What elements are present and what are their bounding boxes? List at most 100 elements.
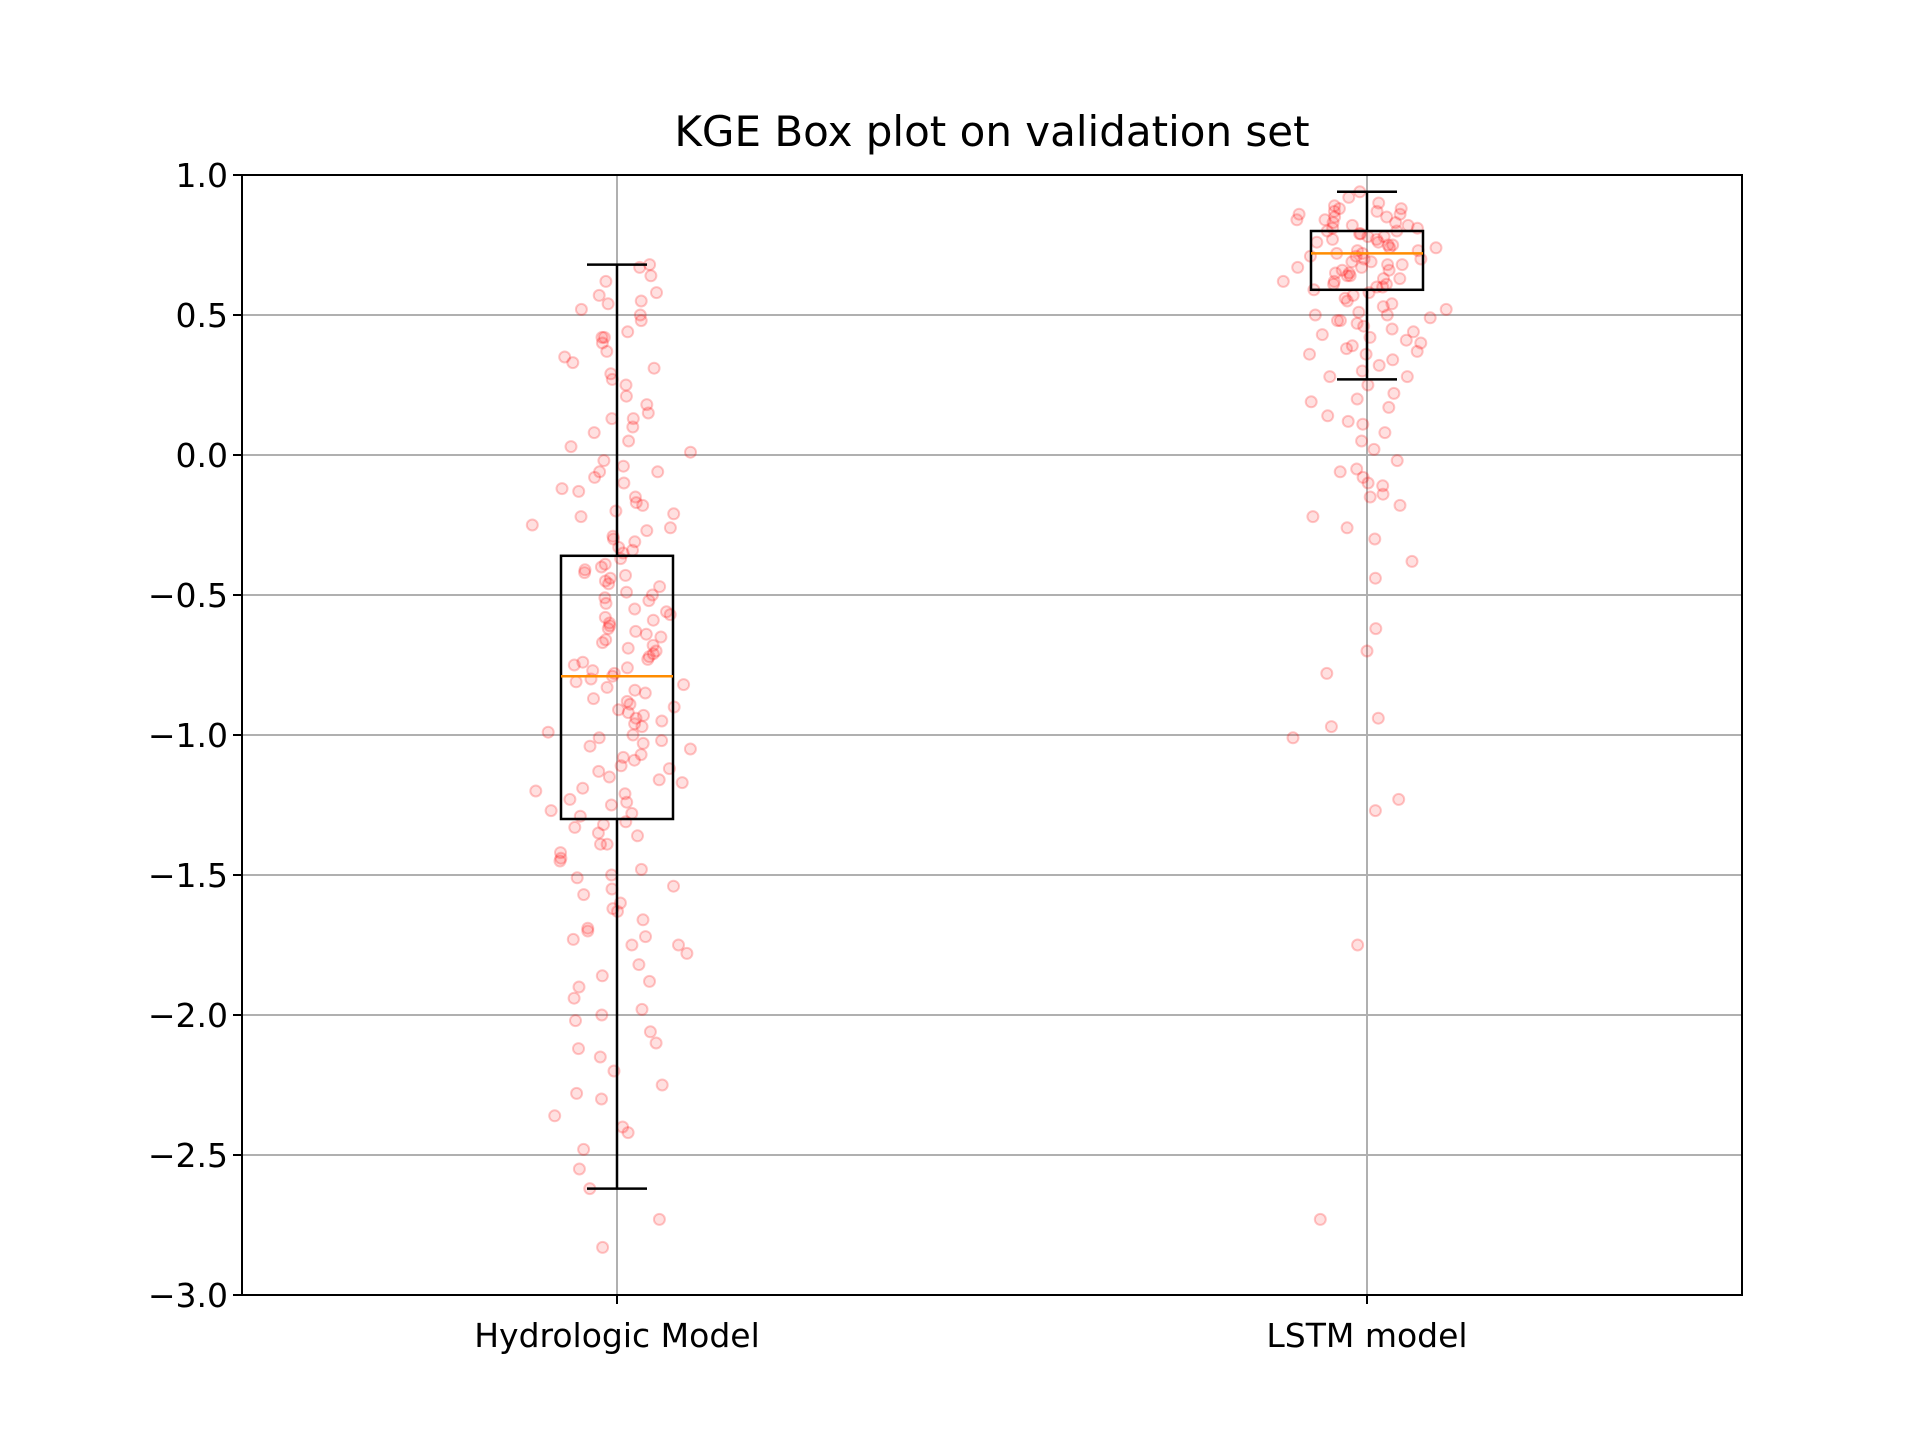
data-point (1363, 490, 1377, 504)
data-point (1367, 442, 1381, 456)
data-point (1370, 232, 1384, 246)
data-point (621, 325, 635, 339)
data-point (640, 398, 654, 412)
data-point (1340, 521, 1354, 535)
data-point (1342, 266, 1356, 280)
data-point (595, 336, 609, 350)
data-point (628, 490, 642, 504)
data-point (577, 1142, 591, 1156)
data-point (1341, 414, 1355, 428)
data-point (629, 624, 643, 638)
data-point (649, 644, 663, 658)
data-point (581, 924, 595, 938)
data-point (633, 308, 647, 322)
data-point (1327, 274, 1341, 288)
data-point (651, 465, 665, 479)
data-point (635, 1002, 649, 1016)
data-point (568, 820, 582, 834)
data-point (1406, 325, 1420, 339)
data-point (593, 1050, 607, 1064)
data-point (1395, 258, 1409, 272)
data-point (1343, 269, 1357, 283)
data-point (1376, 487, 1390, 501)
data-point (598, 574, 612, 588)
data-point (567, 658, 581, 672)
data-point (578, 563, 592, 577)
data-point (1381, 258, 1395, 272)
data-point (620, 661, 634, 675)
data-point (1335, 263, 1349, 277)
data-point (1356, 470, 1370, 484)
data-point (598, 591, 612, 605)
data-point (1380, 210, 1394, 224)
data-point (614, 759, 628, 773)
data-point (1368, 804, 1382, 818)
data-point (643, 974, 656, 988)
data-point (576, 781, 590, 795)
data-point (654, 630, 668, 644)
data-point (1290, 213, 1304, 227)
data-point (600, 680, 614, 694)
data-point (599, 596, 613, 610)
data-point (1326, 232, 1339, 246)
data-point (620, 694, 634, 708)
data-point (596, 1240, 610, 1254)
data-point (564, 440, 578, 454)
data-point (677, 678, 691, 692)
data-point (587, 426, 601, 440)
data-point (620, 585, 633, 599)
data-point (563, 792, 577, 806)
data-point (684, 445, 697, 459)
data-point (555, 482, 569, 496)
axes: 1.0 0.5 0.0 −0.5 −1.0 −1.5 −2.0 −2.5 −3.0 Hydrolo… (148, 156, 1468, 1355)
data-point (1371, 711, 1385, 725)
data-point (595, 1008, 609, 1022)
data-point (616, 750, 630, 764)
data-point (652, 1212, 666, 1226)
data-point (602, 770, 616, 784)
data-point (1385, 322, 1399, 336)
data-point (1308, 308, 1322, 322)
data-point (1370, 204, 1384, 218)
data-point (1368, 571, 1382, 585)
data-point (1389, 216, 1403, 230)
y-tick-label: −2.5 (148, 1136, 228, 1175)
data-point (588, 470, 602, 484)
data-point (1345, 339, 1359, 353)
data-point (600, 344, 614, 358)
data-point (1414, 336, 1428, 350)
data-point (1405, 554, 1419, 568)
data-point (634, 862, 648, 876)
data-point (1380, 308, 1394, 322)
gridlines (242, 175, 1742, 1295)
data-point (628, 535, 642, 549)
data-point (629, 711, 643, 725)
data-point (574, 510, 588, 524)
data-point (625, 938, 639, 952)
data-point (1328, 210, 1342, 224)
data-point (639, 627, 653, 641)
data-point (572, 484, 586, 498)
data-point (576, 655, 590, 669)
data-point (1394, 202, 1408, 216)
data-point (1306, 510, 1320, 524)
data-point (672, 938, 685, 952)
data-point (627, 753, 641, 767)
data-point (606, 902, 620, 916)
data-point (603, 571, 617, 585)
iqr-box (1309, 229, 1425, 292)
data-point (616, 459, 630, 473)
data-point (675, 776, 689, 790)
data-point (636, 736, 650, 750)
chart-title: KGE Box plot on validation set (674, 107, 1309, 156)
y-tick-label: −0.5 (148, 576, 228, 615)
data-point (592, 731, 606, 745)
y-tick-label: 0.0 (176, 436, 228, 475)
data-point (618, 787, 632, 801)
data-point (598, 557, 612, 571)
data-point (591, 826, 605, 840)
data-point (1340, 269, 1354, 283)
data-point (1291, 260, 1305, 274)
y-tick-label: 0.5 (176, 296, 228, 335)
